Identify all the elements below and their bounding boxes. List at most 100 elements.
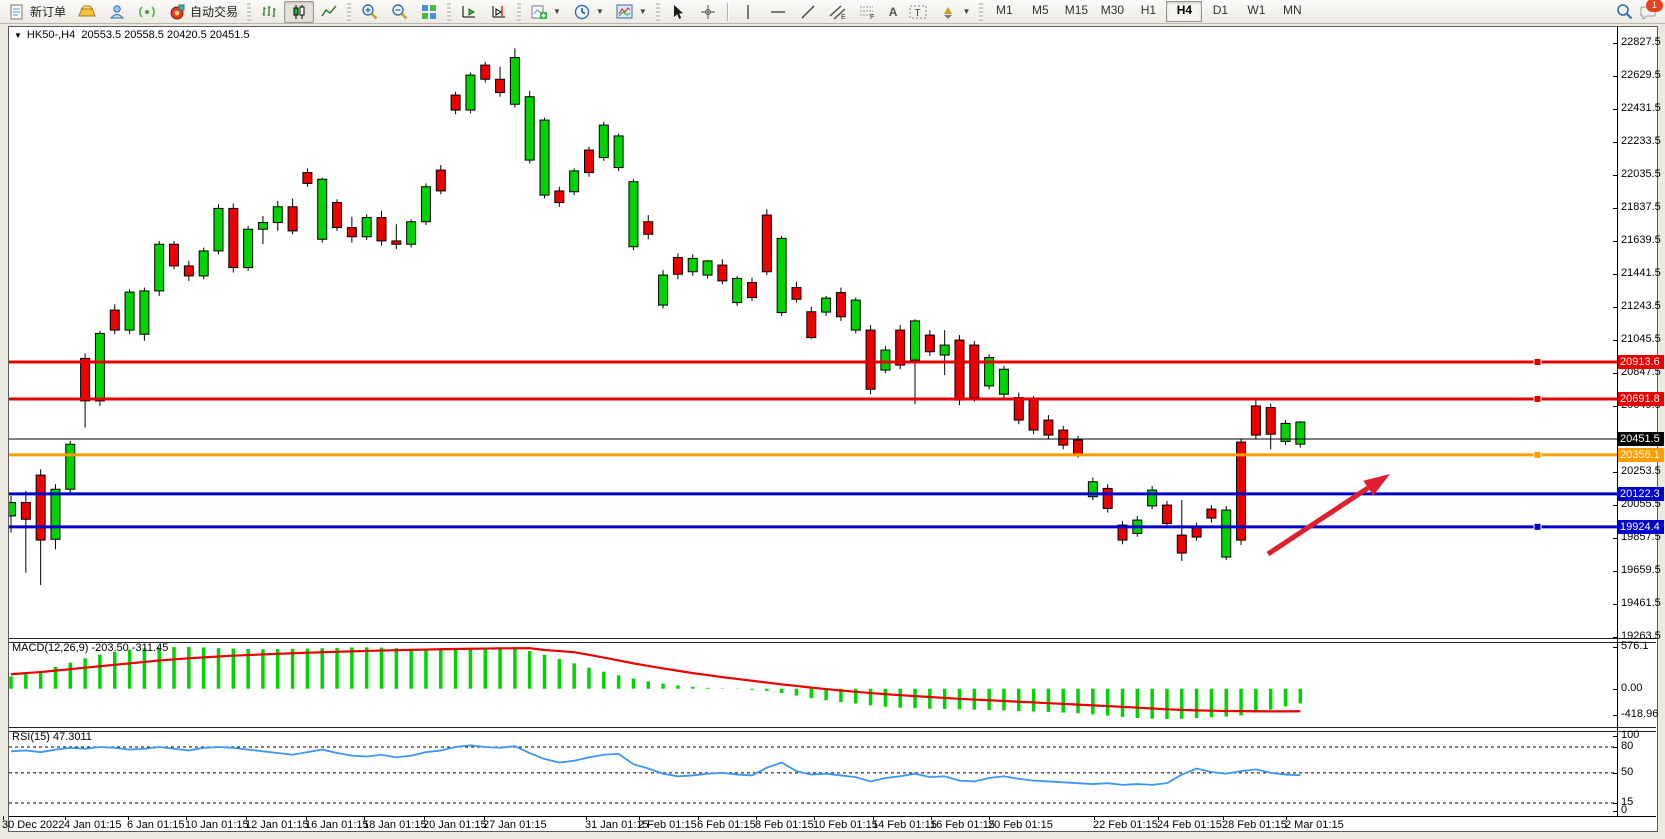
date-label: 30 Dec 2022 [2, 819, 65, 831]
candle-1 [20, 502, 31, 520]
horizontal-line-tool-button[interactable] [763, 1, 793, 23]
price-label-badge-20691.8: 20691.8 [1618, 391, 1664, 406]
timeframe-button-H1[interactable]: H1 [1140, 3, 1157, 17]
price-tick-mark [1613, 538, 1617, 539]
candle-80 [1191, 526, 1202, 538]
macd-pane-separator[interactable] [9, 638, 1656, 643]
chart-shift-button[interactable] [484, 1, 514, 23]
candle-62 [924, 334, 935, 353]
candle-79 [1176, 534, 1187, 554]
trend-arrow-annotation[interactable] [1266, 474, 1390, 557]
candle-8 [124, 291, 135, 331]
text-tool-button[interactable]: A [883, 1, 904, 23]
candlestick-mode-button[interactable] [284, 0, 315, 23]
template-dropdown-caret[interactable]: ▼ [638, 7, 647, 16]
candle-48 [717, 264, 728, 282]
zoom-in-icon [360, 3, 378, 21]
date-label: 24 Feb 01:15 [1157, 819, 1222, 831]
chart-shift-icon [490, 3, 508, 21]
candle-83 [1236, 441, 1247, 541]
candle-27 [406, 221, 417, 245]
search-icon[interactable] [1615, 3, 1633, 21]
period-button[interactable]: ▼ [567, 1, 610, 23]
template-button[interactable]: ▼ [610, 1, 653, 23]
notifications-chat-icon[interactable]: 1 [1639, 0, 1663, 21]
fibonacci-tool-button[interactable]: F [853, 1, 883, 23]
auto-scroll-button[interactable] [454, 1, 484, 23]
candle-39 [583, 149, 594, 174]
period-dropdown-caret[interactable]: ▼ [595, 7, 604, 16]
timeframe-button-H4[interactable]: H4 [1166, 1, 1203, 22]
price-tick-19857.5: 19857.5 [1621, 531, 1661, 543]
candle-11 [169, 243, 180, 267]
price-tick-mark [1613, 604, 1617, 605]
timeframe-button-W1[interactable]: W1 [1247, 3, 1266, 17]
price-tick-21045.5: 21045.5 [1621, 333, 1661, 345]
date-axis-line [9, 816, 1656, 817]
price-tick-21243.5: 21243.5 [1621, 300, 1661, 312]
market-watch-button[interactable] [72, 1, 102, 23]
cursor-tool-button[interactable] [663, 1, 693, 23]
candle-61 [910, 320, 921, 361]
candle-28 [420, 186, 431, 223]
price-tick-mark [1613, 307, 1617, 308]
shapes-dropdown-caret[interactable]: ▼ [962, 7, 971, 16]
signals-button[interactable] [132, 1, 162, 23]
price-tick-20847.5: 20847.5 [1621, 366, 1661, 378]
candle-6 [94, 332, 105, 402]
crosshair-tool-button[interactable] [693, 1, 723, 23]
rsi-tick-mark [1613, 811, 1617, 812]
auto-trading-label: 自动交易 [190, 5, 239, 19]
shapes-tool-button[interactable]: ▼ [933, 1, 976, 23]
equidistant-channel-icon: E [829, 3, 847, 21]
rsi-indicator-label: RSI(15) 47.3011 [12, 731, 92, 743]
candle-47 [702, 260, 713, 276]
line-handle-20356.1[interactable] [1533, 450, 1542, 459]
trendline-tool-button[interactable] [793, 1, 823, 23]
data-window-button[interactable] [102, 1, 132, 23]
rsi-pane-separator[interactable] [9, 727, 1656, 732]
auto-trading-button[interactable]: 自动交易 [162, 1, 244, 23]
bar-chart-mode-button[interactable] [254, 1, 284, 23]
timeframe-button-M15[interactable]: M15 [1064, 3, 1089, 17]
price-tick-19461.5: 19461.5 [1621, 597, 1661, 609]
tile-windows-button[interactable] [414, 1, 444, 23]
chart-window[interactable] [8, 26, 1658, 832]
candle-32 [480, 64, 491, 80]
new-chart-dropdown-caret[interactable]: ▼ [553, 7, 561, 16]
line-chart-mode-button[interactable] [314, 1, 344, 23]
candle-54 [806, 311, 817, 339]
toolbar-grip [247, 2, 252, 21]
rsi-line [10, 744, 1301, 786]
timeframe-button-M5[interactable]: M5 [1032, 3, 1049, 17]
collapse-triangle-icon[interactable]: ▼ [14, 31, 22, 40]
date-label: 2 Feb 01:15 [638, 819, 697, 831]
toolbar-separator [726, 2, 729, 21]
line-handle-20691.8[interactable] [1533, 394, 1542, 403]
candle-87 [1295, 421, 1306, 445]
date-tick [3, 816, 4, 820]
timeframe-button-D1[interactable]: D1 [1212, 3, 1229, 17]
timeframe-button-MN[interactable]: MN [1283, 3, 1302, 17]
text-tool-icon: A [888, 4, 898, 19]
line-handle-19924.4[interactable] [1533, 522, 1542, 531]
candle-85 [1265, 407, 1276, 435]
label-tool-button[interactable]: T [903, 1, 933, 23]
candle-5 [80, 357, 91, 402]
price-tick-21639.5: 21639.5 [1621, 234, 1661, 246]
candle-15 [228, 207, 239, 269]
macd-tick-mark [1613, 689, 1617, 690]
timeframe-button-M30[interactable]: M30 [1100, 3, 1125, 17]
vertical-line-tool-button[interactable] [733, 1, 763, 23]
channel-tool-button[interactable]: E [823, 1, 853, 23]
arrows-shapes-icon [939, 3, 957, 21]
line-handle-20913.6[interactable] [1533, 357, 1542, 366]
candle-42 [628, 181, 639, 248]
zoom-out-button[interactable] [384, 1, 414, 23]
zoom-in-button[interactable] [354, 1, 384, 23]
timeframe-button-M1[interactable]: M1 [996, 3, 1013, 17]
new-order-label: 新订单 [30, 5, 67, 19]
new-chart-button[interactable]: ▼ [524, 1, 567, 23]
new-order-button[interactable]: 新订单 [2, 1, 72, 23]
